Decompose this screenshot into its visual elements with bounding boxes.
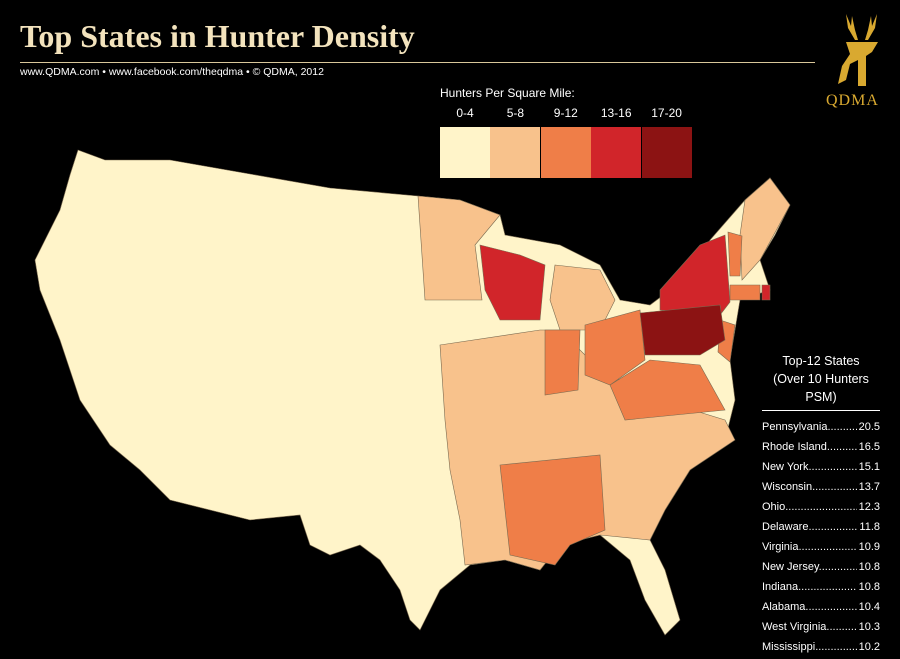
state-name: Delaware	[762, 517, 857, 537]
top-list: Top-12 States (Over 10 Hunters PSM) Penn…	[762, 352, 880, 657]
legend-label: 5-8	[506, 106, 525, 120]
state-name: Ohio	[762, 497, 857, 517]
legend-swatch	[440, 127, 490, 178]
list-row: Pennsylvania20.5	[762, 417, 880, 437]
state-name: Wisconsin	[762, 477, 857, 497]
pennsylvania	[639, 304, 726, 356]
state-name: New York	[762, 457, 857, 477]
state-name: Virginia	[762, 537, 857, 557]
state-value: 11.8	[859, 521, 880, 533]
state-value: 10.8	[858, 581, 880, 593]
state-value: 12.3	[858, 501, 880, 513]
state-value: 10.9	[858, 541, 880, 553]
logo-icon	[838, 14, 878, 86]
state-value: 10.8	[858, 561, 880, 573]
state-name: West Virginia	[762, 617, 857, 637]
list-row: West Virginia10.3	[762, 617, 880, 637]
state-value: 13.7	[858, 481, 880, 493]
list-row: Rhode Island16.5	[762, 437, 880, 457]
list-row: New Jersey10.8	[762, 557, 880, 577]
legend-label: 9-12	[553, 106, 578, 120]
legend-swatch	[641, 127, 692, 178]
list-row: Wisconsin13.7	[762, 477, 880, 497]
list-row: Ohio12.3	[762, 497, 880, 517]
legend-swatch	[540, 127, 591, 178]
list-row: Alabama10.4	[762, 597, 880, 617]
rhode-island	[761, 284, 771, 301]
legend-title: Hunters Per Square Mile:	[440, 86, 575, 100]
legend-label: 0-4	[456, 106, 474, 120]
state-value: 20.5	[858, 421, 880, 433]
minnesota	[417, 195, 501, 301]
wisconsin	[479, 244, 546, 321]
divider	[762, 410, 880, 411]
legend-swatch	[490, 127, 541, 178]
list-row: Virginia10.9	[762, 537, 880, 557]
connecticut	[729, 284, 761, 301]
state-name: Alabama	[762, 597, 857, 617]
logo-text: QDMA	[826, 92, 879, 109]
state-name: Rhode Island	[762, 437, 857, 457]
vermont	[727, 231, 743, 277]
state-value: 16.5	[858, 441, 880, 453]
title: Top States in Hunter Density	[20, 18, 415, 54]
title-rule	[20, 62, 815, 63]
list-row: Mississippi10.2	[762, 637, 880, 657]
state-value: 10.4	[858, 601, 880, 613]
state-name: Pennsylvania	[762, 417, 857, 437]
state-value: 15.1	[858, 461, 880, 473]
state-name: Mississippi	[762, 637, 857, 657]
new-york	[659, 234, 731, 316]
list-row: New York15.1	[762, 457, 880, 477]
state-value: 10.3	[858, 621, 880, 633]
subtitle: www.QDMA.com • www.facebook.com/theqdma …	[20, 66, 324, 78]
top-list-subtitle: (Over 10 Hunters PSM)	[773, 372, 869, 404]
ohio	[584, 309, 646, 386]
state-name: New Jersey	[762, 557, 857, 577]
legend-label: 17-20	[651, 106, 682, 120]
virginias	[609, 359, 726, 421]
new-england	[739, 177, 791, 281]
legend-swatch	[591, 127, 642, 178]
state-name: Indiana	[762, 577, 857, 597]
indiana	[544, 329, 581, 396]
miss-alabama	[499, 454, 606, 566]
top-list-title: Top-12 States	[782, 354, 860, 368]
list-row: Indiana10.8	[762, 577, 880, 597]
state-value: 10.2	[858, 641, 880, 653]
list-row: Delaware11.8	[762, 517, 880, 537]
legend-label: 13-16	[600, 106, 632, 120]
